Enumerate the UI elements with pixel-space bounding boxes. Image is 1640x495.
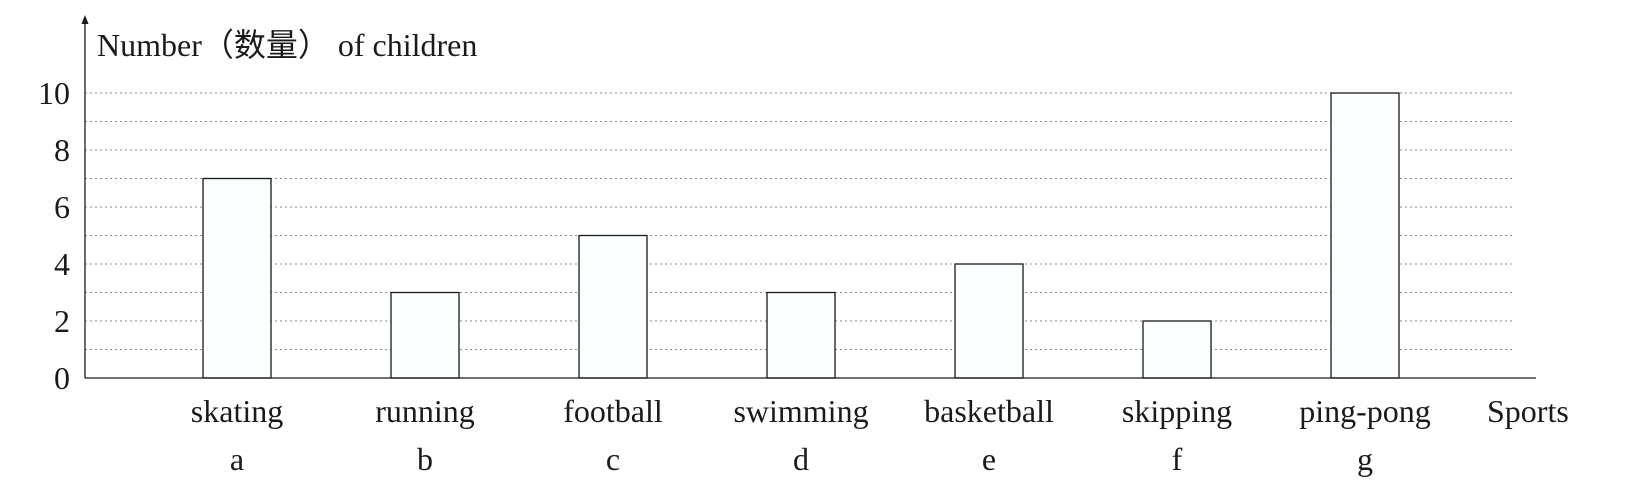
x-tick-label: skating <box>191 393 283 429</box>
y-tick-label: 10 <box>38 75 70 111</box>
bar-football <box>578 234 648 379</box>
y-tick-labels: 0 2 4 6 8 10 <box>38 75 70 396</box>
y-tick-label: 8 <box>54 132 70 168</box>
y-tick-label: 6 <box>54 189 70 225</box>
x-tick-label: skipping <box>1122 393 1232 429</box>
y-tick-label: 0 <box>54 360 70 396</box>
x-tick-letter: c <box>606 441 620 477</box>
x-tick-label: football <box>563 393 663 429</box>
x-tick-letter: e <box>982 441 996 477</box>
x-tick-letter: g <box>1357 441 1373 477</box>
x-tick-label: ping-pong <box>1299 393 1431 429</box>
x-tick-label: swimming <box>733 393 868 429</box>
x-tick-label: running <box>375 393 475 429</box>
bar-ping-pong <box>1330 92 1400 379</box>
y-tick-label: 4 <box>54 246 70 282</box>
bar-basketball <box>954 263 1024 379</box>
bar-swimming <box>766 291 836 379</box>
x-tick-letter: f <box>1172 441 1183 477</box>
y-axis-title: Number（数量） of children <box>97 27 477 63</box>
x-tick-letter: b <box>417 441 433 477</box>
bar-running <box>390 291 460 379</box>
bars <box>202 92 1400 379</box>
x-tick-letter: d <box>793 441 809 477</box>
axes <box>81 15 1536 379</box>
y-axis-arrow-icon <box>81 15 89 24</box>
bar-skating <box>202 177 272 379</box>
y-tick-label: 2 <box>54 303 70 339</box>
x-axis-title: Sports <box>1487 393 1569 429</box>
x-tick-label: basketball <box>924 393 1054 429</box>
x-tick-letter: a <box>230 441 244 477</box>
x-tick-labels: skating a running b football c swimming d basket… <box>191 393 1431 477</box>
bar-skipping <box>1142 320 1212 379</box>
